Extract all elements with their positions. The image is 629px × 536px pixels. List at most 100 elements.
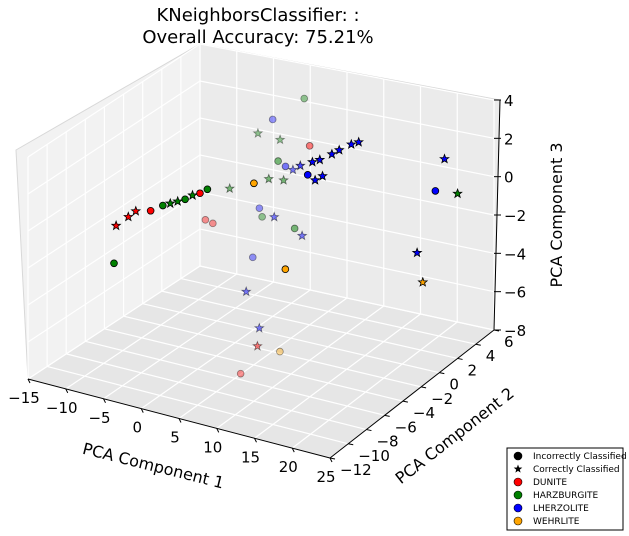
point-circle	[203, 185, 212, 194]
x-tick-mark	[254, 438, 257, 443]
point-circle	[255, 204, 264, 212]
x-tick-mark	[216, 428, 220, 433]
point-star	[110, 220, 122, 231]
point-star	[411, 247, 423, 258]
grid-line-y	[85, 340, 385, 416]
y-tick-mark	[439, 372, 445, 375]
point-circle	[274, 157, 282, 165]
point-star	[252, 340, 263, 351]
x-tick-mark	[178, 418, 182, 423]
point-star	[345, 138, 357, 150]
y-tick-label: −10	[358, 447, 390, 465]
x-tick-label: 5	[170, 429, 180, 447]
point-circle	[281, 265, 290, 273]
y-tick-label: −12	[340, 461, 372, 479]
point-star	[164, 197, 176, 209]
y-axis-line	[329, 329, 495, 459]
grid-line-y	[104, 328, 404, 402]
legend-label: Incorrectly Classified	[533, 452, 627, 462]
legend-label: LHERZOLITE	[533, 504, 589, 514]
point-star	[295, 160, 306, 171]
y-tick-label: −2	[431, 390, 453, 408]
z-tick-label: 2	[504, 130, 514, 148]
point-star	[123, 211, 134, 222]
legend-marker	[513, 516, 523, 526]
legend-label: Correctly Classified	[533, 465, 620, 475]
point-star	[287, 164, 299, 175]
x-tick-mark	[291, 447, 295, 453]
point-circle	[281, 162, 290, 171]
point-star	[263, 173, 275, 184]
point-star	[309, 174, 321, 185]
y-tick-mark	[421, 386, 427, 389]
z-tick-label: −6	[504, 284, 526, 302]
grid-line-x	[103, 281, 274, 400]
point-circle	[250, 179, 258, 188]
legend-marker-star	[513, 464, 523, 473]
z-tick-label: −8	[504, 322, 526, 340]
x-tick-label: 10	[203, 438, 222, 456]
grid-line-y	[123, 315, 422, 388]
point-circle	[258, 213, 266, 221]
point-star	[224, 182, 236, 194]
legend-label: HARZBURGITE	[533, 491, 598, 501]
x-tick-mark	[140, 408, 144, 413]
grid-line-x	[65, 273, 238, 390]
grid-line-x	[254, 313, 421, 439]
point-star	[268, 211, 280, 222]
point-star	[253, 322, 265, 333]
point-circle	[431, 187, 440, 195]
legend-box	[506, 447, 624, 531]
x-tick-label: 15	[241, 448, 260, 466]
point-star	[452, 187, 463, 199]
y-tick-mark	[457, 357, 463, 360]
y-tick-mark	[348, 443, 354, 446]
x-tick-label: 0	[132, 419, 142, 437]
z-axis-label: PCA Component 3	[547, 142, 566, 287]
point-star	[333, 144, 345, 155]
chart-title-line2: Overall Accuracy: 75.21%	[142, 27, 373, 48]
point-star	[274, 134, 286, 145]
y-tick-label: 2	[468, 361, 478, 379]
x-tick-mark	[329, 457, 333, 463]
point-circle	[159, 201, 167, 210]
point-star	[187, 189, 198, 200]
grid-line-x	[140, 289, 311, 410]
x-tick-label: 25	[316, 468, 335, 486]
z-tick-label: −4	[504, 245, 526, 263]
point-circle	[201, 216, 210, 224]
data-points	[110, 94, 463, 378]
z-tick-label: 0	[504, 169, 514, 187]
point-circle	[146, 206, 155, 215]
point-star	[252, 127, 264, 138]
grid-line-y	[142, 303, 440, 374]
x-tick-label: −15	[8, 389, 40, 407]
point-star	[172, 195, 184, 206]
z-tick-label: 4	[504, 92, 514, 110]
point-star	[326, 148, 338, 159]
legend-marker	[513, 477, 523, 487]
y-tick-label: −8	[376, 433, 398, 451]
grid-line-x	[178, 297, 348, 419]
x-tick-mark	[103, 398, 106, 403]
x-tick-label: −10	[46, 399, 78, 417]
y-tick-mark	[475, 343, 481, 346]
grid-line-y	[46, 365, 349, 445]
point-star	[353, 136, 364, 147]
point-circle	[300, 94, 309, 103]
y-tick-label: 6	[504, 333, 514, 351]
x-tick-label: −5	[88, 409, 110, 427]
point-star	[317, 170, 328, 181]
x-tick-label: 20	[279, 458, 298, 476]
point-star	[307, 156, 318, 167]
legend-label: DUNITE	[533, 478, 567, 488]
point-star	[417, 276, 429, 287]
y-tick-label: 0	[449, 376, 459, 394]
z-tick-label: −2	[504, 207, 526, 225]
point-circle	[268, 115, 277, 124]
point-circle	[276, 347, 284, 356]
y-tick-mark	[329, 457, 336, 460]
point-circle	[236, 369, 245, 378]
grid-line-y	[180, 277, 476, 345]
